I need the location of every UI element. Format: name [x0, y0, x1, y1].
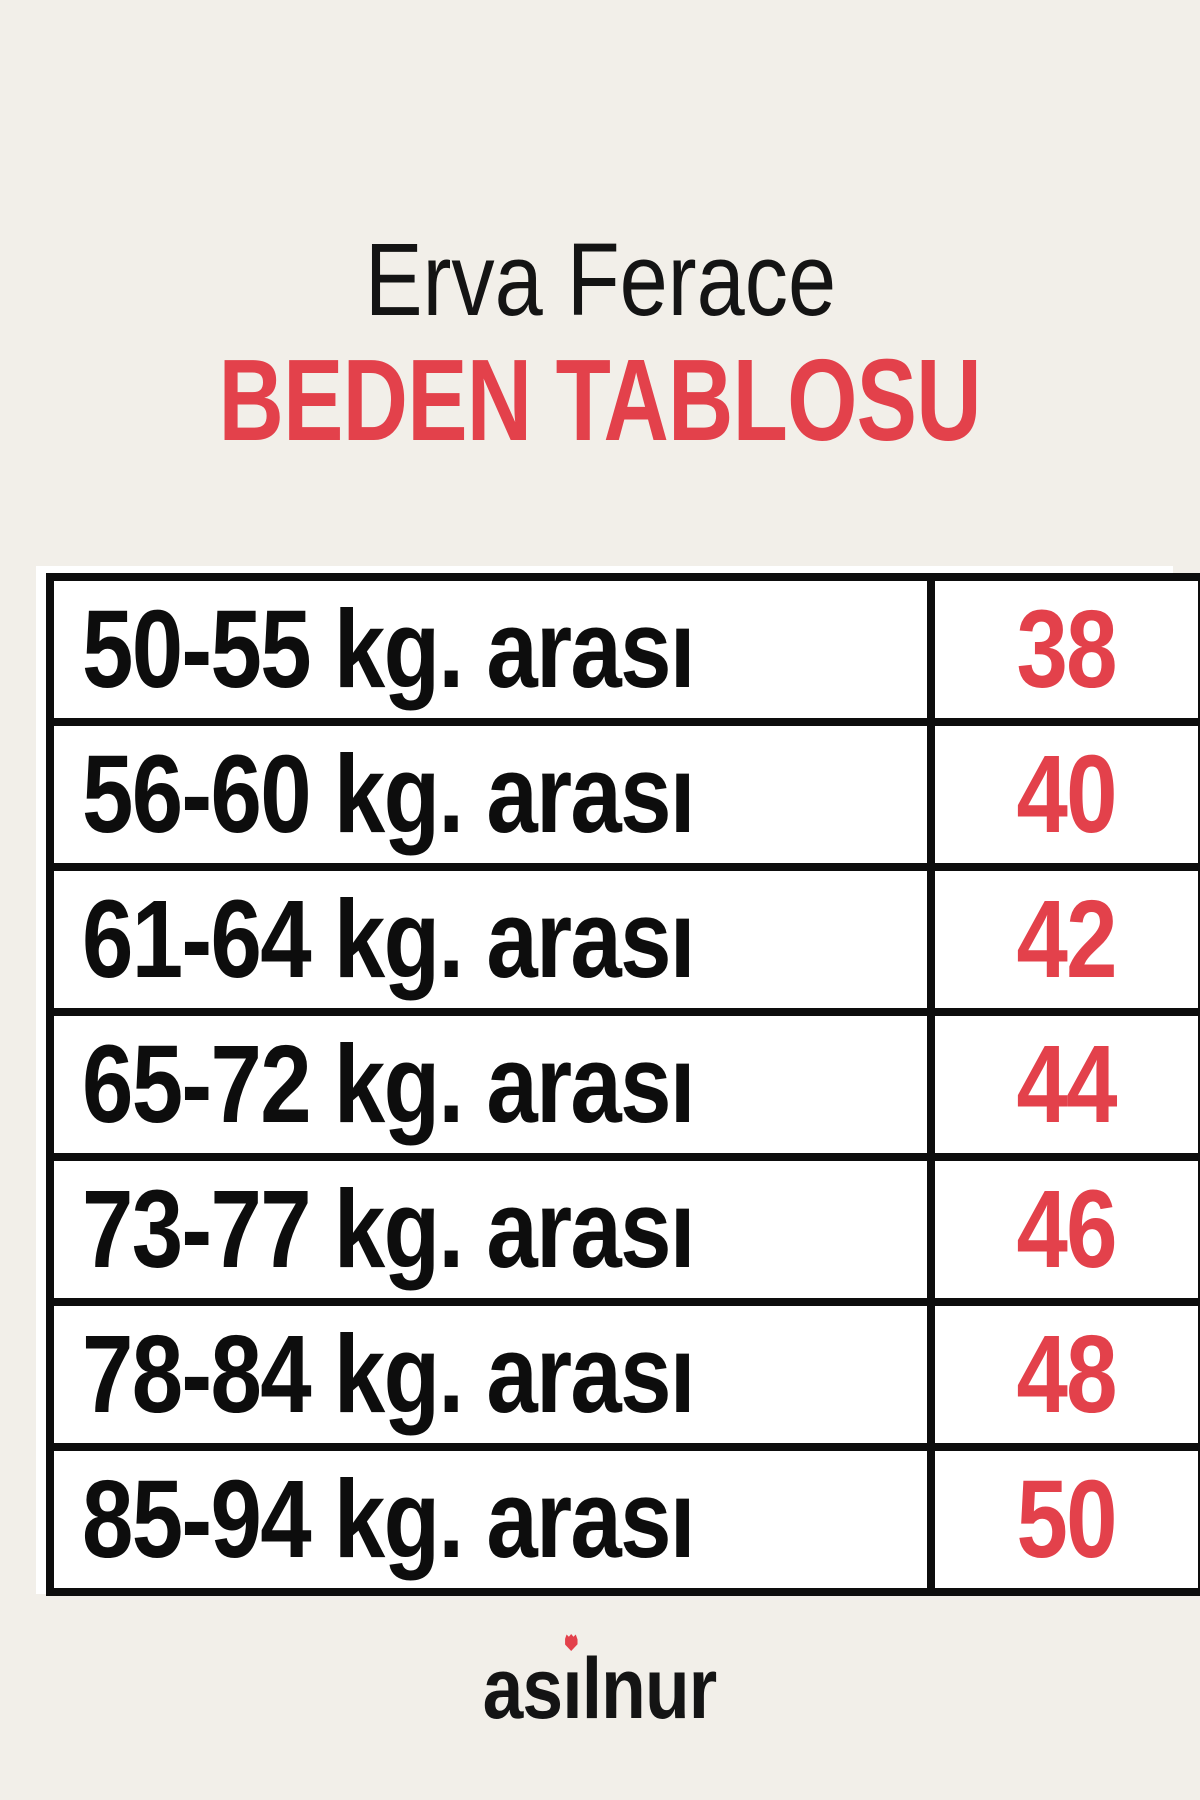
table-row: 56-60 kg. arası 40 [46, 718, 1200, 871]
brand-logo-text: as ılnur [483, 1634, 718, 1732]
weight-range-cell: 61-64 kg. arası [46, 863, 935, 1016]
size-value-cell: 44 [927, 1008, 1200, 1161]
size-table: 50-55 kg. arası 38 56-60 kg. arası 40 61-64 … [46, 573, 1200, 1596]
size-table-body: 50-55 kg. arası 38 56-60 kg. arası 40 61-64 … [46, 573, 1200, 1596]
table-row: 65-72 kg. arası 44 [46, 1008, 1200, 1161]
size-value-text: 40 [1016, 732, 1118, 856]
page-title-text: Erva Ferace [364, 222, 836, 337]
brand-letter-i-stem: ı [562, 1641, 583, 1737]
weight-range-cell: 78-84 kg. arası [46, 1298, 935, 1451]
table-row: 61-64 kg. arası 42 [46, 863, 1200, 1016]
page-subtitle: BEDEN TABLOSU [0, 335, 1200, 465]
size-value-cell: 46 [927, 1153, 1200, 1306]
size-value-cell: 50 [927, 1443, 1200, 1596]
weight-range-text: 65-72 kg. arası [82, 1022, 695, 1146]
weight-range-text: 50-55 kg. arası [82, 587, 695, 711]
weight-range-text: 61-64 kg. arası [82, 877, 695, 1001]
weight-range-cell: 50-55 kg. arası [46, 573, 935, 726]
size-value-text: 50 [1016, 1457, 1118, 1581]
weight-range-text: 85-94 kg. arası [82, 1457, 695, 1581]
brand-letter-i: ı [563, 1634, 583, 1732]
weight-range-cell: 65-72 kg. arası [46, 1008, 935, 1161]
table-row: 78-84 kg. arası 48 [46, 1298, 1200, 1451]
weight-range-text: 73-77 kg. arası [82, 1167, 695, 1291]
size-value-text: 48 [1016, 1312, 1118, 1436]
brand-logo: as ılnur [0, 1634, 1200, 1732]
brand-text-suffix: lnur [582, 1641, 718, 1737]
size-value-text: 44 [1016, 1022, 1118, 1146]
page-subtitle-text: BEDEN TABLOSU [218, 335, 982, 465]
page-title: Erva Ferace [0, 222, 1200, 337]
tulip-dot-icon [565, 1634, 579, 1651]
table-row: 73-77 kg. arası 46 [46, 1153, 1200, 1306]
size-value-cell: 38 [927, 573, 1200, 726]
weight-range-cell: 73-77 kg. arası [46, 1153, 935, 1306]
size-table-panel: 50-55 kg. arası 38 56-60 kg. arası 40 61-64 … [36, 566, 1200, 1596]
brand-text-prefix: as [483, 1641, 563, 1737]
table-row: 85-94 kg. arası 50 [46, 1443, 1200, 1596]
weight-range-text: 78-84 kg. arası [82, 1312, 695, 1436]
size-value-cell: 40 [927, 718, 1200, 871]
size-value-text: 46 [1016, 1167, 1118, 1291]
size-value-text: 38 [1016, 587, 1118, 711]
weight-range-cell: 56-60 kg. arası [46, 718, 935, 871]
weight-range-cell: 85-94 kg. arası [46, 1443, 935, 1596]
table-row: 50-55 kg. arası 38 [46, 573, 1200, 726]
size-value-text: 42 [1016, 877, 1118, 1001]
size-value-cell: 48 [927, 1298, 1200, 1451]
weight-range-text: 56-60 kg. arası [82, 732, 695, 856]
size-value-cell: 42 [927, 863, 1200, 1016]
